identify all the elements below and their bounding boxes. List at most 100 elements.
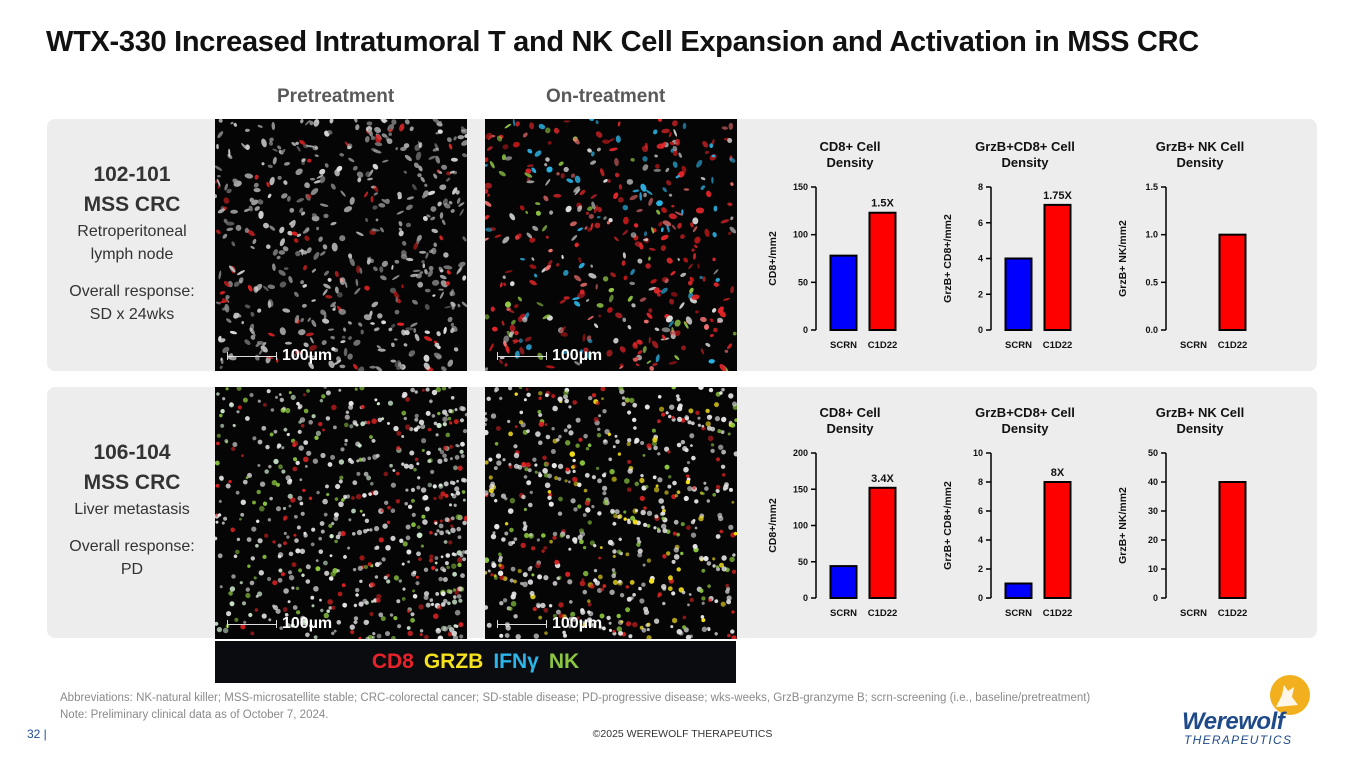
- werewolf-logo: Werewolf THERAPEUTICS: [1180, 673, 1315, 748]
- legend-nk: NK: [548, 650, 580, 673]
- x-tick-label: SCRN: [1005, 340, 1032, 351]
- scale-bar: 100µm: [497, 615, 602, 633]
- scale-bar: 100µm: [497, 347, 602, 365]
- micrograph-pre-1: 100µm: [215, 119, 467, 371]
- chart-title: Density: [827, 155, 875, 170]
- y-tick-label: 100: [793, 521, 808, 531]
- x-tick-label: C1D22: [1218, 608, 1248, 619]
- response-label: Overall response:: [69, 283, 195, 300]
- y-tick-label: 10: [973, 448, 983, 458]
- bar: [1004, 582, 1033, 599]
- bar: [868, 211, 897, 331]
- pretreatment-header: Pretreatment: [277, 86, 395, 107]
- patient-site: Liver metastasis: [74, 501, 190, 518]
- scale-bar: 100µm: [227, 615, 332, 633]
- x-tick-label: C1D22: [1043, 608, 1073, 619]
- bar: [829, 565, 858, 600]
- bar: [1004, 257, 1033, 331]
- y-axis-label: GrzB+ NK/mm2: [1117, 220, 1129, 297]
- x-tick-label: SCRN: [1180, 608, 1207, 619]
- y-tick-label: 10: [1148, 564, 1158, 574]
- micrograph-on-1: 100µm: [485, 119, 737, 371]
- y-tick-label: 4: [978, 535, 983, 545]
- fold-change-label: 1.75X: [1043, 190, 1072, 202]
- footnote-note: Note: Preliminary clinical data as of Oc…: [60, 709, 329, 721]
- y-tick-label: 0: [978, 593, 983, 603]
- response-value: SD x 24wks: [89, 306, 175, 323]
- patient-id: 106-104: [93, 441, 171, 464]
- y-tick-label: 2: [978, 564, 983, 574]
- legend-ifng: IFNγ: [493, 650, 539, 673]
- x-tick-label: C1D22: [868, 340, 898, 351]
- y-axis-label: GrzB+ NK/mm2: [1117, 487, 1129, 564]
- y-tick-label: 40: [1148, 477, 1158, 487]
- patient-site: Retroperitoneal: [77, 223, 187, 240]
- chart-title: CD8+ Cell: [819, 139, 880, 154]
- y-tick-label: 6: [978, 218, 983, 228]
- logo-subtitle: THERAPEUTICS: [1184, 733, 1293, 747]
- logo-name: Werewolf: [1182, 708, 1285, 735]
- y-tick-label: 1.0: [1145, 230, 1158, 240]
- y-tick-label: 50: [1148, 448, 1158, 458]
- y-tick-label: 150: [793, 182, 808, 192]
- x-tick-label: SCRN: [1180, 340, 1207, 351]
- y-tick-label: 8: [978, 182, 983, 192]
- y-tick-label: 0: [1153, 593, 1158, 603]
- x-tick-label: C1D22: [1043, 340, 1073, 351]
- chart-grzb-cd8-density-1: GrzB+CD8+ Cell Density 0 2 4 6 8 GrzB+ CD8+/mm2…: [935, 136, 1095, 356]
- bar: [868, 486, 897, 599]
- y-tick-label: 100: [793, 230, 808, 240]
- y-tick-label: 8: [978, 477, 983, 487]
- chart-title: Density: [827, 421, 875, 436]
- legend-grzb: GRZB: [423, 650, 484, 673]
- y-tick-label: 0: [803, 593, 808, 603]
- response-label: Overall response:: [69, 538, 195, 555]
- y-tick-label: 200: [793, 448, 808, 458]
- micrograph-on-2: 100µm: [485, 387, 737, 639]
- chart-title: Density: [1002, 421, 1050, 436]
- patient-id: 102-101: [93, 163, 171, 186]
- patient-type: MSS CRC: [83, 193, 181, 216]
- chart-title: GrzB+CD8+ Cell: [975, 139, 1075, 154]
- fold-change-label: 8X: [1051, 467, 1065, 479]
- y-tick-label: 20: [1148, 535, 1158, 545]
- y-tick-label: 2: [978, 289, 983, 299]
- y-tick-label: 30: [1148, 506, 1158, 516]
- x-tick-label: C1D22: [1218, 340, 1248, 351]
- chart-title: GrzB+CD8+ Cell: [975, 405, 1075, 420]
- response-value: PD: [120, 561, 144, 578]
- chart-title: Density: [1177, 155, 1225, 170]
- chart-cd8-density-1: CD8+ Cell Density 0 50 100 150 CD8+/mm2 SCRN C1D…: [760, 136, 920, 356]
- y-tick-label: 1.5: [1145, 182, 1158, 192]
- x-tick-label: SCRN: [1005, 608, 1032, 619]
- x-tick-label: SCRN: [830, 608, 857, 619]
- fold-change-label: 3.4X: [871, 473, 894, 485]
- stain-legend: CD8 GRZB IFNγ NK: [215, 641, 736, 683]
- fold-change-label: 1.5X: [871, 198, 894, 210]
- chart-title: CD8+ Cell: [819, 405, 880, 420]
- y-axis-label: GrzB+ CD8+/mm2: [942, 214, 954, 303]
- bar: [1218, 481, 1247, 599]
- y-tick-label: 0.0: [1145, 325, 1158, 335]
- scale-bar: 100µm: [227, 347, 332, 365]
- bar: [1043, 203, 1072, 331]
- chart-title: Density: [1002, 155, 1050, 170]
- patient-info-2: 106-104 MSS CRC Liver metastasis Overall…: [52, 438, 212, 581]
- y-tick-label: 0: [978, 325, 983, 335]
- y-axis-label: CD8+/mm2: [767, 498, 779, 553]
- chart-cd8-density-2: CD8+ Cell Density 0 50 100 150 200 CD8+/mm2 SCRN…: [760, 402, 920, 624]
- patient-site: lymph node: [90, 246, 174, 263]
- copyright: ©2025 WEREWOLF THERAPEUTICS: [592, 728, 773, 740]
- chart-grzb-nk-density-2: GrzB+ NK Cell Density 0 10 20 30 40 50 GrzB+ NK/…: [1110, 402, 1270, 624]
- chart-grzb-nk-density-1: GrzB+ NK Cell Density 0.0 0.5 1.0 1.5 GrzB+ NK…: [1110, 136, 1270, 356]
- footnote-abbreviations: Abbreviations: NK-natural killer; MSS-mi…: [60, 692, 1091, 704]
- y-axis-label: GrzB+ CD8+/mm2: [942, 481, 954, 570]
- on-treatment-header: On-treatment: [546, 86, 666, 107]
- bar: [829, 254, 858, 331]
- chart-title: GrzB+ NK Cell: [1156, 139, 1245, 154]
